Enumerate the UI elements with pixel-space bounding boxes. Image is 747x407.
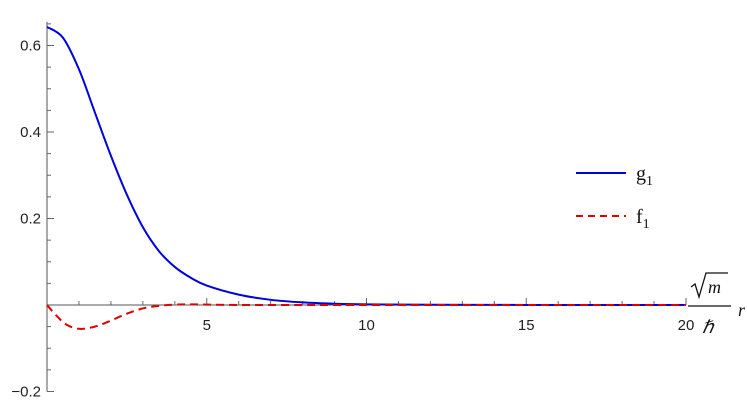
x-tick-label: 10 xyxy=(358,317,375,334)
major-ticks xyxy=(47,45,687,392)
series-layer xyxy=(46,26,687,330)
x-tick-label: 5 xyxy=(203,317,211,334)
axes xyxy=(46,21,687,392)
tick-labels: 5 10 15 20 −0.2 0.2 0.4 0.6 xyxy=(11,38,694,401)
y-tick-label: −0.2 xyxy=(11,384,41,401)
legend: g1 f1 xyxy=(576,163,653,232)
x-label-denominator: ℏ xyxy=(702,317,715,337)
legend-label-g1: g1 xyxy=(636,163,653,189)
y-tick-label: 0.6 xyxy=(20,38,41,55)
y-tick-label: 0.2 xyxy=(20,211,41,228)
x-axis-label: m ℏ r xyxy=(688,272,746,337)
x-tick-label: 20 xyxy=(678,317,695,334)
legend-label-f1: f1 xyxy=(636,206,650,232)
y-tick-label: 0.4 xyxy=(20,124,41,141)
x-tick-label: 15 xyxy=(518,317,535,334)
x-label-sqrt-arg: m xyxy=(708,277,721,297)
minor-ticks xyxy=(47,23,655,371)
series-line-g1 xyxy=(46,26,687,307)
series-line-f1 xyxy=(46,303,686,330)
sqrt-symbol xyxy=(690,272,728,300)
x-label-variable: r xyxy=(738,300,746,320)
